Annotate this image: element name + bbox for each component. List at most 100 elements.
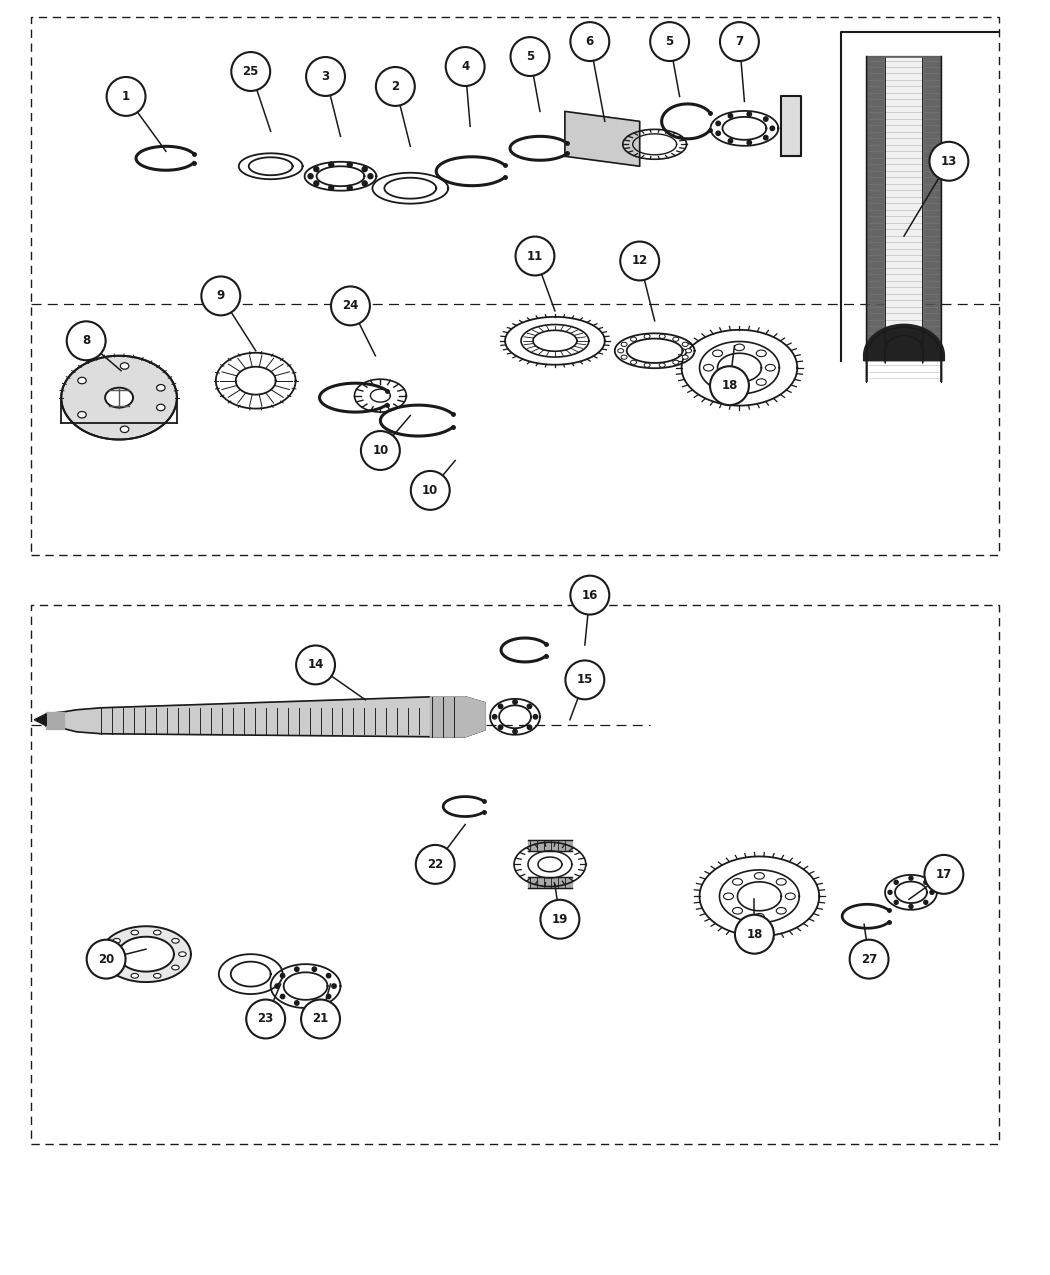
Ellipse shape bbox=[131, 973, 139, 978]
Circle shape bbox=[763, 135, 768, 140]
Circle shape bbox=[888, 890, 892, 894]
Circle shape bbox=[516, 237, 554, 275]
Ellipse shape bbox=[106, 952, 113, 956]
Circle shape bbox=[510, 37, 549, 76]
Ellipse shape bbox=[659, 363, 666, 367]
Ellipse shape bbox=[734, 344, 744, 351]
Circle shape bbox=[329, 162, 334, 167]
Polygon shape bbox=[101, 926, 191, 982]
Circle shape bbox=[729, 139, 733, 143]
Circle shape bbox=[729, 113, 733, 119]
Circle shape bbox=[348, 162, 352, 167]
Circle shape bbox=[929, 142, 968, 181]
Ellipse shape bbox=[776, 878, 786, 885]
Circle shape bbox=[280, 973, 285, 978]
Ellipse shape bbox=[156, 385, 165, 391]
Circle shape bbox=[411, 470, 449, 510]
Ellipse shape bbox=[754, 872, 764, 880]
Ellipse shape bbox=[112, 938, 121, 944]
Circle shape bbox=[930, 890, 933, 894]
Ellipse shape bbox=[172, 965, 180, 970]
Circle shape bbox=[716, 121, 720, 126]
Ellipse shape bbox=[733, 908, 742, 914]
Circle shape bbox=[247, 1000, 286, 1038]
Ellipse shape bbox=[704, 365, 714, 371]
Circle shape bbox=[895, 880, 898, 885]
Circle shape bbox=[924, 900, 928, 904]
Text: 24: 24 bbox=[342, 300, 359, 312]
Ellipse shape bbox=[622, 342, 627, 347]
Ellipse shape bbox=[617, 348, 624, 353]
Circle shape bbox=[332, 984, 336, 988]
Circle shape bbox=[331, 287, 370, 325]
Ellipse shape bbox=[153, 973, 161, 978]
Polygon shape bbox=[528, 840, 572, 852]
Circle shape bbox=[445, 47, 485, 85]
Text: 7: 7 bbox=[735, 36, 743, 48]
Text: 9: 9 bbox=[216, 289, 225, 302]
Circle shape bbox=[924, 880, 928, 885]
Circle shape bbox=[348, 185, 352, 190]
Circle shape bbox=[710, 366, 749, 405]
Ellipse shape bbox=[153, 931, 161, 935]
Ellipse shape bbox=[776, 908, 786, 914]
Text: 14: 14 bbox=[308, 658, 323, 672]
Text: 27: 27 bbox=[861, 952, 877, 965]
Circle shape bbox=[909, 904, 912, 909]
Text: 6: 6 bbox=[586, 36, 594, 48]
Circle shape bbox=[492, 714, 497, 719]
Circle shape bbox=[650, 22, 689, 61]
Text: 17: 17 bbox=[936, 868, 952, 881]
Circle shape bbox=[909, 876, 912, 880]
Circle shape bbox=[621, 241, 659, 280]
Circle shape bbox=[67, 321, 106, 361]
Circle shape bbox=[87, 940, 126, 979]
Ellipse shape bbox=[756, 351, 766, 357]
Circle shape bbox=[307, 57, 345, 96]
Circle shape bbox=[308, 173, 313, 178]
Circle shape bbox=[312, 1001, 316, 1005]
Circle shape bbox=[895, 900, 898, 904]
Circle shape bbox=[301, 1000, 340, 1038]
Circle shape bbox=[533, 714, 538, 719]
Text: 18: 18 bbox=[747, 928, 762, 941]
Text: 2: 2 bbox=[392, 80, 399, 93]
Ellipse shape bbox=[121, 426, 129, 432]
Text: 13: 13 bbox=[941, 154, 957, 168]
Ellipse shape bbox=[682, 342, 688, 347]
Ellipse shape bbox=[673, 361, 678, 365]
Ellipse shape bbox=[723, 892, 734, 900]
Circle shape bbox=[770, 126, 775, 130]
Circle shape bbox=[368, 173, 373, 178]
Text: 4: 4 bbox=[461, 60, 469, 73]
Circle shape bbox=[280, 994, 285, 998]
Text: 19: 19 bbox=[551, 913, 568, 926]
Ellipse shape bbox=[682, 354, 688, 360]
Circle shape bbox=[541, 900, 580, 938]
Polygon shape bbox=[61, 356, 176, 440]
Circle shape bbox=[312, 966, 316, 972]
Circle shape bbox=[499, 725, 503, 729]
Ellipse shape bbox=[644, 363, 650, 367]
Text: 15: 15 bbox=[576, 673, 593, 686]
Ellipse shape bbox=[734, 385, 744, 391]
Ellipse shape bbox=[765, 365, 775, 371]
Circle shape bbox=[327, 973, 331, 978]
Polygon shape bbox=[46, 711, 64, 729]
Polygon shape bbox=[430, 697, 485, 737]
Text: 3: 3 bbox=[321, 70, 330, 83]
Circle shape bbox=[275, 984, 279, 988]
Text: 16: 16 bbox=[582, 589, 598, 602]
Text: 23: 23 bbox=[257, 1012, 274, 1025]
Circle shape bbox=[735, 914, 774, 954]
Ellipse shape bbox=[178, 952, 186, 956]
Ellipse shape bbox=[713, 379, 722, 385]
Circle shape bbox=[747, 112, 752, 116]
Ellipse shape bbox=[630, 361, 636, 365]
Polygon shape bbox=[46, 697, 485, 737]
Text: 1: 1 bbox=[122, 91, 130, 103]
Ellipse shape bbox=[78, 377, 86, 384]
Ellipse shape bbox=[644, 334, 650, 338]
Circle shape bbox=[295, 1001, 299, 1005]
Ellipse shape bbox=[686, 348, 692, 353]
